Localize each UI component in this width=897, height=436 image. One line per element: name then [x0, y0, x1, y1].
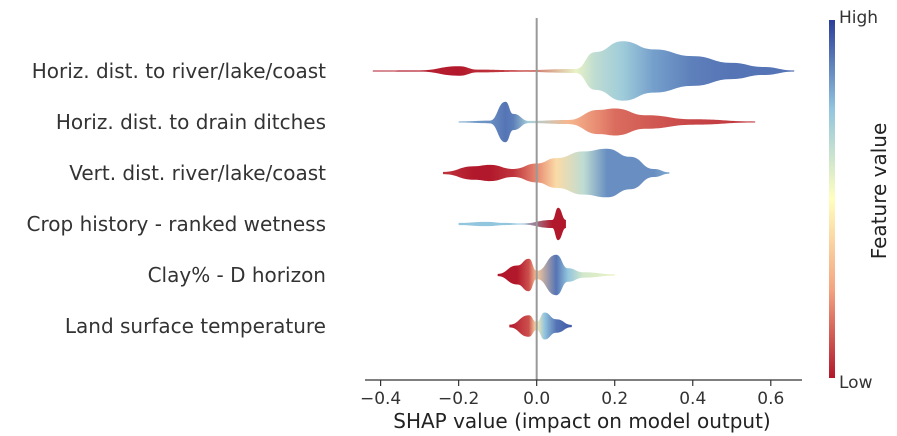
violins-layer	[372, 41, 795, 340]
x-tick-label: 0.4	[679, 389, 706, 409]
feature-label: Horiz. dist. to drain ditches	[56, 110, 326, 134]
x-tick-label: 0.6	[757, 389, 784, 409]
x-tick-label: 0.0	[523, 389, 550, 409]
violin-3	[458, 207, 566, 241]
x-tick-label: −0.2	[438, 389, 479, 409]
violin-1	[458, 101, 756, 143]
feature-label: Land surface temperature	[65, 314, 326, 338]
x-ticks: −0.4 −0.2 0.0 0.2 0.4 0.6	[360, 380, 784, 409]
feature-labels: Horiz. dist. to river/lake/coast Horiz. d…	[27, 59, 327, 338]
colorbar-title: Feature value	[867, 123, 891, 260]
colorbar	[829, 20, 835, 378]
feature-label: Horiz. dist. to river/lake/coast	[32, 59, 326, 83]
violin-0	[372, 41, 795, 101]
x-tick-label: −0.4	[360, 389, 401, 409]
violin-2	[443, 148, 670, 198]
x-tick-label: 0.2	[601, 389, 628, 409]
feature-label: Crop history - ranked wetness	[27, 212, 326, 236]
colorbar-low-label: Low	[839, 373, 873, 393]
colorbar-high-label: High	[839, 8, 878, 28]
feature-label: Vert. dist. river/lake/coast	[69, 161, 326, 185]
x-axis-label: SHAP value (impact on model output)	[393, 409, 770, 433]
violin-5	[509, 312, 572, 340]
violin-4	[497, 254, 615, 296]
feature-label: Clay% - D horizon	[148, 263, 326, 287]
